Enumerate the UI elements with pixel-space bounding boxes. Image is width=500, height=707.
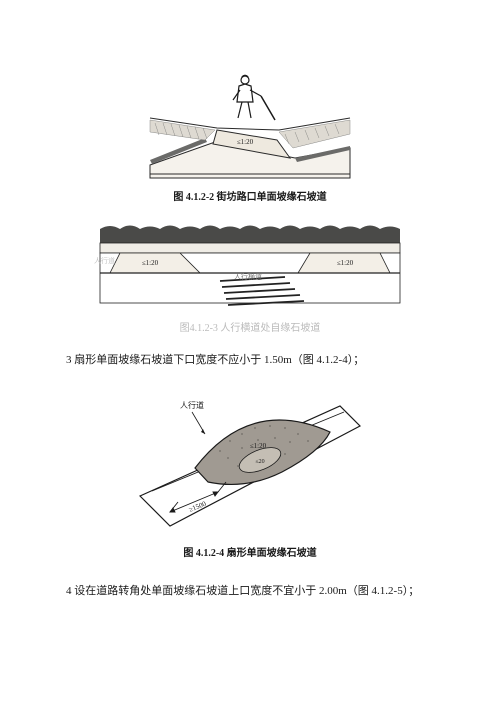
- figure-2-caption: 图4.1.2-3 人行横道处自缘石坡道: [180, 319, 321, 334]
- figure-block-1: ≤1:20: [55, 60, 445, 203]
- svg-text:人行道: 人行道: [180, 400, 204, 410]
- svg-text:≤20: ≤20: [255, 459, 264, 465]
- paragraph-4: 4 设在道路转角处单面坡缘石坡道上口宽度不宜小于 2.00m（图 4.1.2-5…: [55, 583, 445, 601]
- figure-3-svg: ≤1:20 ≤20 人行道 ≥1500: [130, 386, 370, 536]
- svg-text:≤1:20: ≤1:20: [237, 138, 254, 146]
- figure-2-svg: ≤1:20 ≤1:20 人行道 人行横道: [90, 221, 410, 311]
- svg-text:≤1:20: ≤1:20: [142, 259, 159, 267]
- figure-1-caption: 图 4.1.2-2 街坊路口单面坡缘石坡道: [173, 188, 326, 203]
- svg-text:人行道: 人行道: [94, 256, 115, 265]
- figure-block-2: ≤1:20 ≤1:20 人行道 人行横道 图4.1.2-3 人行横道处自缘石坡道: [55, 221, 445, 334]
- figure-1-svg: ≤1:20: [145, 60, 355, 180]
- svg-text:人行横道: 人行横道: [234, 272, 262, 281]
- figure-block-3: ≤1:20 ≤20 人行道 ≥1500 图 4.1.2-4 扇形单面坡缘石坡道: [55, 386, 445, 559]
- svg-text:≤1:20: ≤1:20: [250, 442, 267, 450]
- svg-text:≤1:20: ≤1:20: [337, 259, 354, 267]
- figure-3-caption: 图 4.1.2-4 扇形单面坡缘石坡道: [183, 544, 316, 559]
- paragraph-3: 3 扇形单面坡缘石坡道下口宽度不应小于 1.50m（图 4.1.2-4）；: [55, 352, 445, 370]
